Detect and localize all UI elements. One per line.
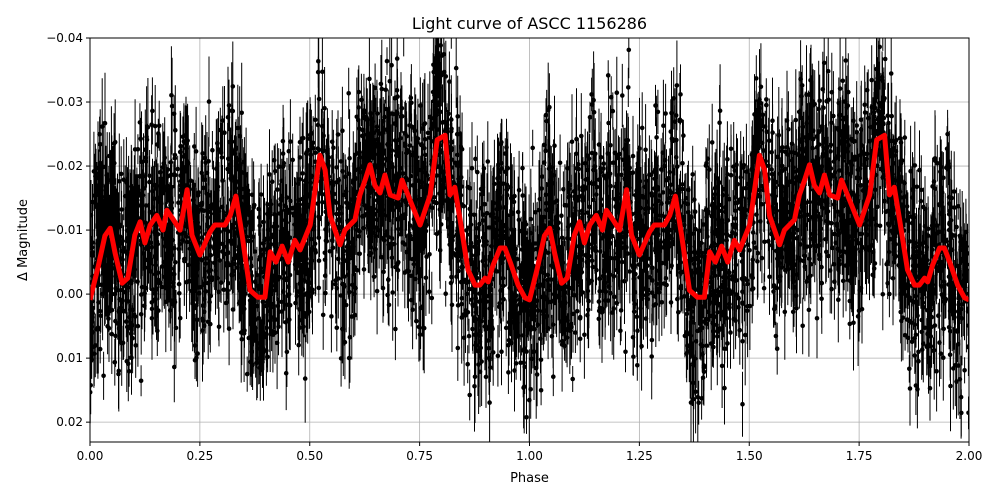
- x-tick-label: 0.75: [406, 449, 433, 463]
- y-tick-label: 0.00: [56, 287, 83, 301]
- x-axis: 0.00 0.25 0.50 0.75 1.00 1.25 1.50 1.75 2.00: [77, 442, 983, 463]
- observation-point: [401, 30, 406, 35]
- x-axis-label: Phase: [510, 471, 549, 486]
- x-tick-label: 0.25: [187, 449, 214, 463]
- x-tick-label: 1.75: [846, 449, 873, 463]
- y-tick-label: −0.03: [46, 95, 83, 109]
- y-tick-label: 0.01: [56, 351, 83, 365]
- observation-point: [316, 32, 321, 37]
- y-axis-label: Δ Magnitude: [16, 199, 31, 281]
- y-tick-label: −0.02: [46, 159, 83, 173]
- y-tick-label: −0.04: [46, 31, 83, 45]
- x-tick-label: 1.50: [736, 449, 763, 463]
- y-tick-label: −0.01: [46, 223, 83, 237]
- y-axis: −0.04 −0.03 −0.02 −0.01 0.00 0.01 0.02: [46, 31, 90, 429]
- chart-title: Light curve of ASCC 1156286: [412, 14, 647, 33]
- x-tick-label: 1.25: [626, 449, 653, 463]
- y-tick-label: 0.02: [56, 415, 83, 429]
- observation-point: [881, 13, 886, 18]
- x-tick-label: 0.50: [296, 449, 323, 463]
- x-tick-label: 1.00: [516, 449, 543, 463]
- x-tick-label: 2.00: [956, 449, 983, 463]
- x-tick-label: 0.00: [77, 449, 104, 463]
